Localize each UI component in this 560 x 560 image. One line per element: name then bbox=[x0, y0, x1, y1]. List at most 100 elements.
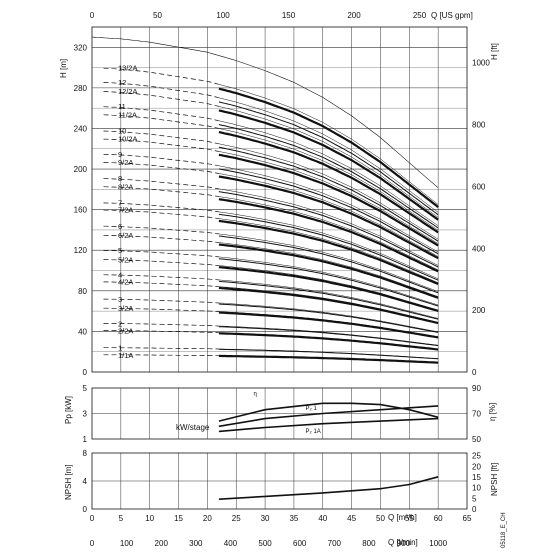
head-y-tick: 0 bbox=[83, 368, 88, 377]
curve-label-7/2A: 7/2A bbox=[118, 206, 133, 215]
kw-stage-annotation: kW/stage bbox=[176, 423, 210, 432]
curve-label-11: 11 bbox=[118, 102, 126, 111]
curve-bold-2/2A bbox=[218, 332, 439, 351]
head-y2-tick: 1000 bbox=[472, 59, 490, 68]
top-axis-tick: 250 bbox=[413, 11, 427, 20]
power-series-1 bbox=[218, 405, 439, 428]
curve-thin-4 bbox=[218, 279, 439, 319]
curve-thin-10 bbox=[218, 143, 439, 240]
head-y-tick: 40 bbox=[78, 327, 87, 336]
lmin-axis-tick: 400 bbox=[224, 539, 238, 548]
power-series-2 bbox=[218, 417, 439, 433]
lmin-axis-tick: 0 bbox=[90, 539, 95, 548]
curve-label-9: 9 bbox=[118, 150, 122, 159]
curve-label-1: 1 bbox=[118, 344, 122, 353]
bottom-axis-tick: 15 bbox=[174, 514, 183, 523]
curve-thin-7/2A bbox=[218, 218, 439, 283]
bottom-axis-tick: 0 bbox=[90, 514, 95, 523]
curve-thin-3 bbox=[218, 302, 439, 333]
curve-label-2/2A: 2/2A bbox=[118, 326, 133, 335]
curve-thin-8 bbox=[218, 188, 439, 266]
top-axis-label: Q [US gpm] bbox=[431, 11, 473, 20]
power-curves: η P₂ 1 P₂ 1A bbox=[218, 392, 439, 435]
curve-label-8/2A: 8/2A bbox=[118, 182, 133, 191]
curve-dashed-7/2A bbox=[103, 209, 219, 219]
lmin-axis-label: Q [l/min] bbox=[388, 538, 418, 547]
lmin-axis-tick: 200 bbox=[155, 539, 169, 548]
eff-y-tick: 70 bbox=[472, 410, 481, 419]
npsh-y-tick: 0 bbox=[83, 505, 88, 514]
npsh-y2-label: NPSH [ft] bbox=[490, 463, 499, 496]
curve-label-4: 4 bbox=[118, 271, 122, 280]
head-y2-tick: 0 bbox=[472, 368, 477, 377]
curve-bold-7/2A bbox=[218, 219, 439, 286]
curve-thin-5/2A bbox=[218, 265, 439, 311]
bottom-axis-label: Q [m³/h] bbox=[388, 513, 417, 522]
curve-dashed-2 bbox=[103, 323, 219, 327]
bottom-axis-tick: 45 bbox=[347, 514, 356, 523]
head-y2-tick: 800 bbox=[472, 121, 486, 130]
power-ticks: 1 3 5 50 70 90 bbox=[83, 384, 482, 444]
npsh-y2-tick: 10 bbox=[472, 484, 481, 493]
curve-dashed-5/2A bbox=[103, 259, 219, 266]
head-y2-ticks: 0 200 400 600 800 1000 bbox=[472, 59, 490, 377]
lmin-axis-tick: 100 bbox=[120, 539, 134, 548]
curve-dashed-7 bbox=[103, 202, 219, 213]
curve-bold-5 bbox=[218, 258, 439, 307]
curve-thin-9/2A bbox=[218, 173, 439, 257]
curve-label-5: 5 bbox=[118, 246, 122, 255]
curve-label-3: 3 bbox=[118, 295, 122, 304]
curve-dashed-4/2A bbox=[103, 281, 219, 288]
top-axis-tick: 0 bbox=[90, 11, 95, 20]
eff-y-tick: 50 bbox=[472, 435, 481, 444]
power-series-label-1: P₂ 1 bbox=[305, 406, 317, 412]
bottom-axis-tick: 55 bbox=[405, 514, 414, 523]
curve-thin-10/2A bbox=[218, 151, 439, 244]
curve-dashed-3/2A bbox=[103, 307, 219, 312]
bottom-axis-tick: 20 bbox=[203, 514, 212, 523]
npsh-y2-tick: 20 bbox=[472, 462, 481, 471]
top-axis-tick: 100 bbox=[216, 11, 230, 20]
power-y-label: Pp [kW] bbox=[64, 396, 73, 424]
bottom-axis-tick: 65 bbox=[463, 514, 472, 523]
curve-bold-4/2A bbox=[218, 286, 439, 325]
bottom-axis-tick: 60 bbox=[434, 514, 443, 523]
npsh-y2-tick: 25 bbox=[472, 452, 481, 461]
npsh-y-tick: 4 bbox=[83, 477, 88, 486]
curve-label-2: 2 bbox=[118, 319, 122, 328]
curve-bold-7 bbox=[218, 213, 439, 281]
envelope-curve bbox=[91, 36, 439, 189]
head-y-ticks: 0 40 80 120 160 200 240 280 320 bbox=[74, 43, 88, 377]
curve-thin-13/2A bbox=[218, 84, 439, 205]
power-grid bbox=[92, 388, 467, 439]
curve-bold-9 bbox=[218, 168, 439, 255]
curve-bold-12 bbox=[218, 101, 439, 216]
curve-thin-6/2A bbox=[218, 242, 439, 297]
head-y-tick: 200 bbox=[74, 165, 88, 174]
head-y-tick: 160 bbox=[74, 206, 88, 215]
curve-label-5/2A: 5/2A bbox=[118, 255, 133, 264]
curve-thin-6 bbox=[218, 233, 439, 292]
lmin-axis-tick: 700 bbox=[328, 539, 342, 548]
head-y2-tick: 600 bbox=[472, 182, 486, 191]
curve-dashed-1 bbox=[103, 347, 219, 350]
npsh-curves bbox=[218, 476, 439, 500]
head-y-tick: 80 bbox=[78, 287, 87, 296]
npsh-series-0 bbox=[218, 476, 439, 500]
curve-label-6/2A: 6/2A bbox=[118, 231, 133, 240]
curve-label-13/2A: 13/2A bbox=[118, 64, 138, 73]
head-y-tick: 320 bbox=[74, 43, 88, 52]
power-panel: η P₂ 1 P₂ 1A 1 3 5 50 70 90 Pp [kW] η [%] kW/st… bbox=[64, 384, 497, 444]
head-y-tick: 280 bbox=[74, 84, 88, 93]
curve-bold-5/2A bbox=[218, 266, 439, 313]
top-axis-ticks: 0 50 100 150 200 250 bbox=[90, 11, 427, 20]
head-y-tick: 120 bbox=[74, 246, 88, 255]
bottom-axis-ticks: 0 5 10 15 20 25 30 35 40 45 50 55 60 65 bbox=[90, 514, 472, 523]
head-curves bbox=[91, 36, 439, 364]
curve-thin-12/2A bbox=[218, 106, 439, 218]
curve-thin-12 bbox=[218, 97, 439, 213]
curve-bold-8 bbox=[218, 191, 439, 268]
curve-label-6: 6 bbox=[118, 222, 122, 231]
power-series-0 bbox=[218, 402, 439, 422]
